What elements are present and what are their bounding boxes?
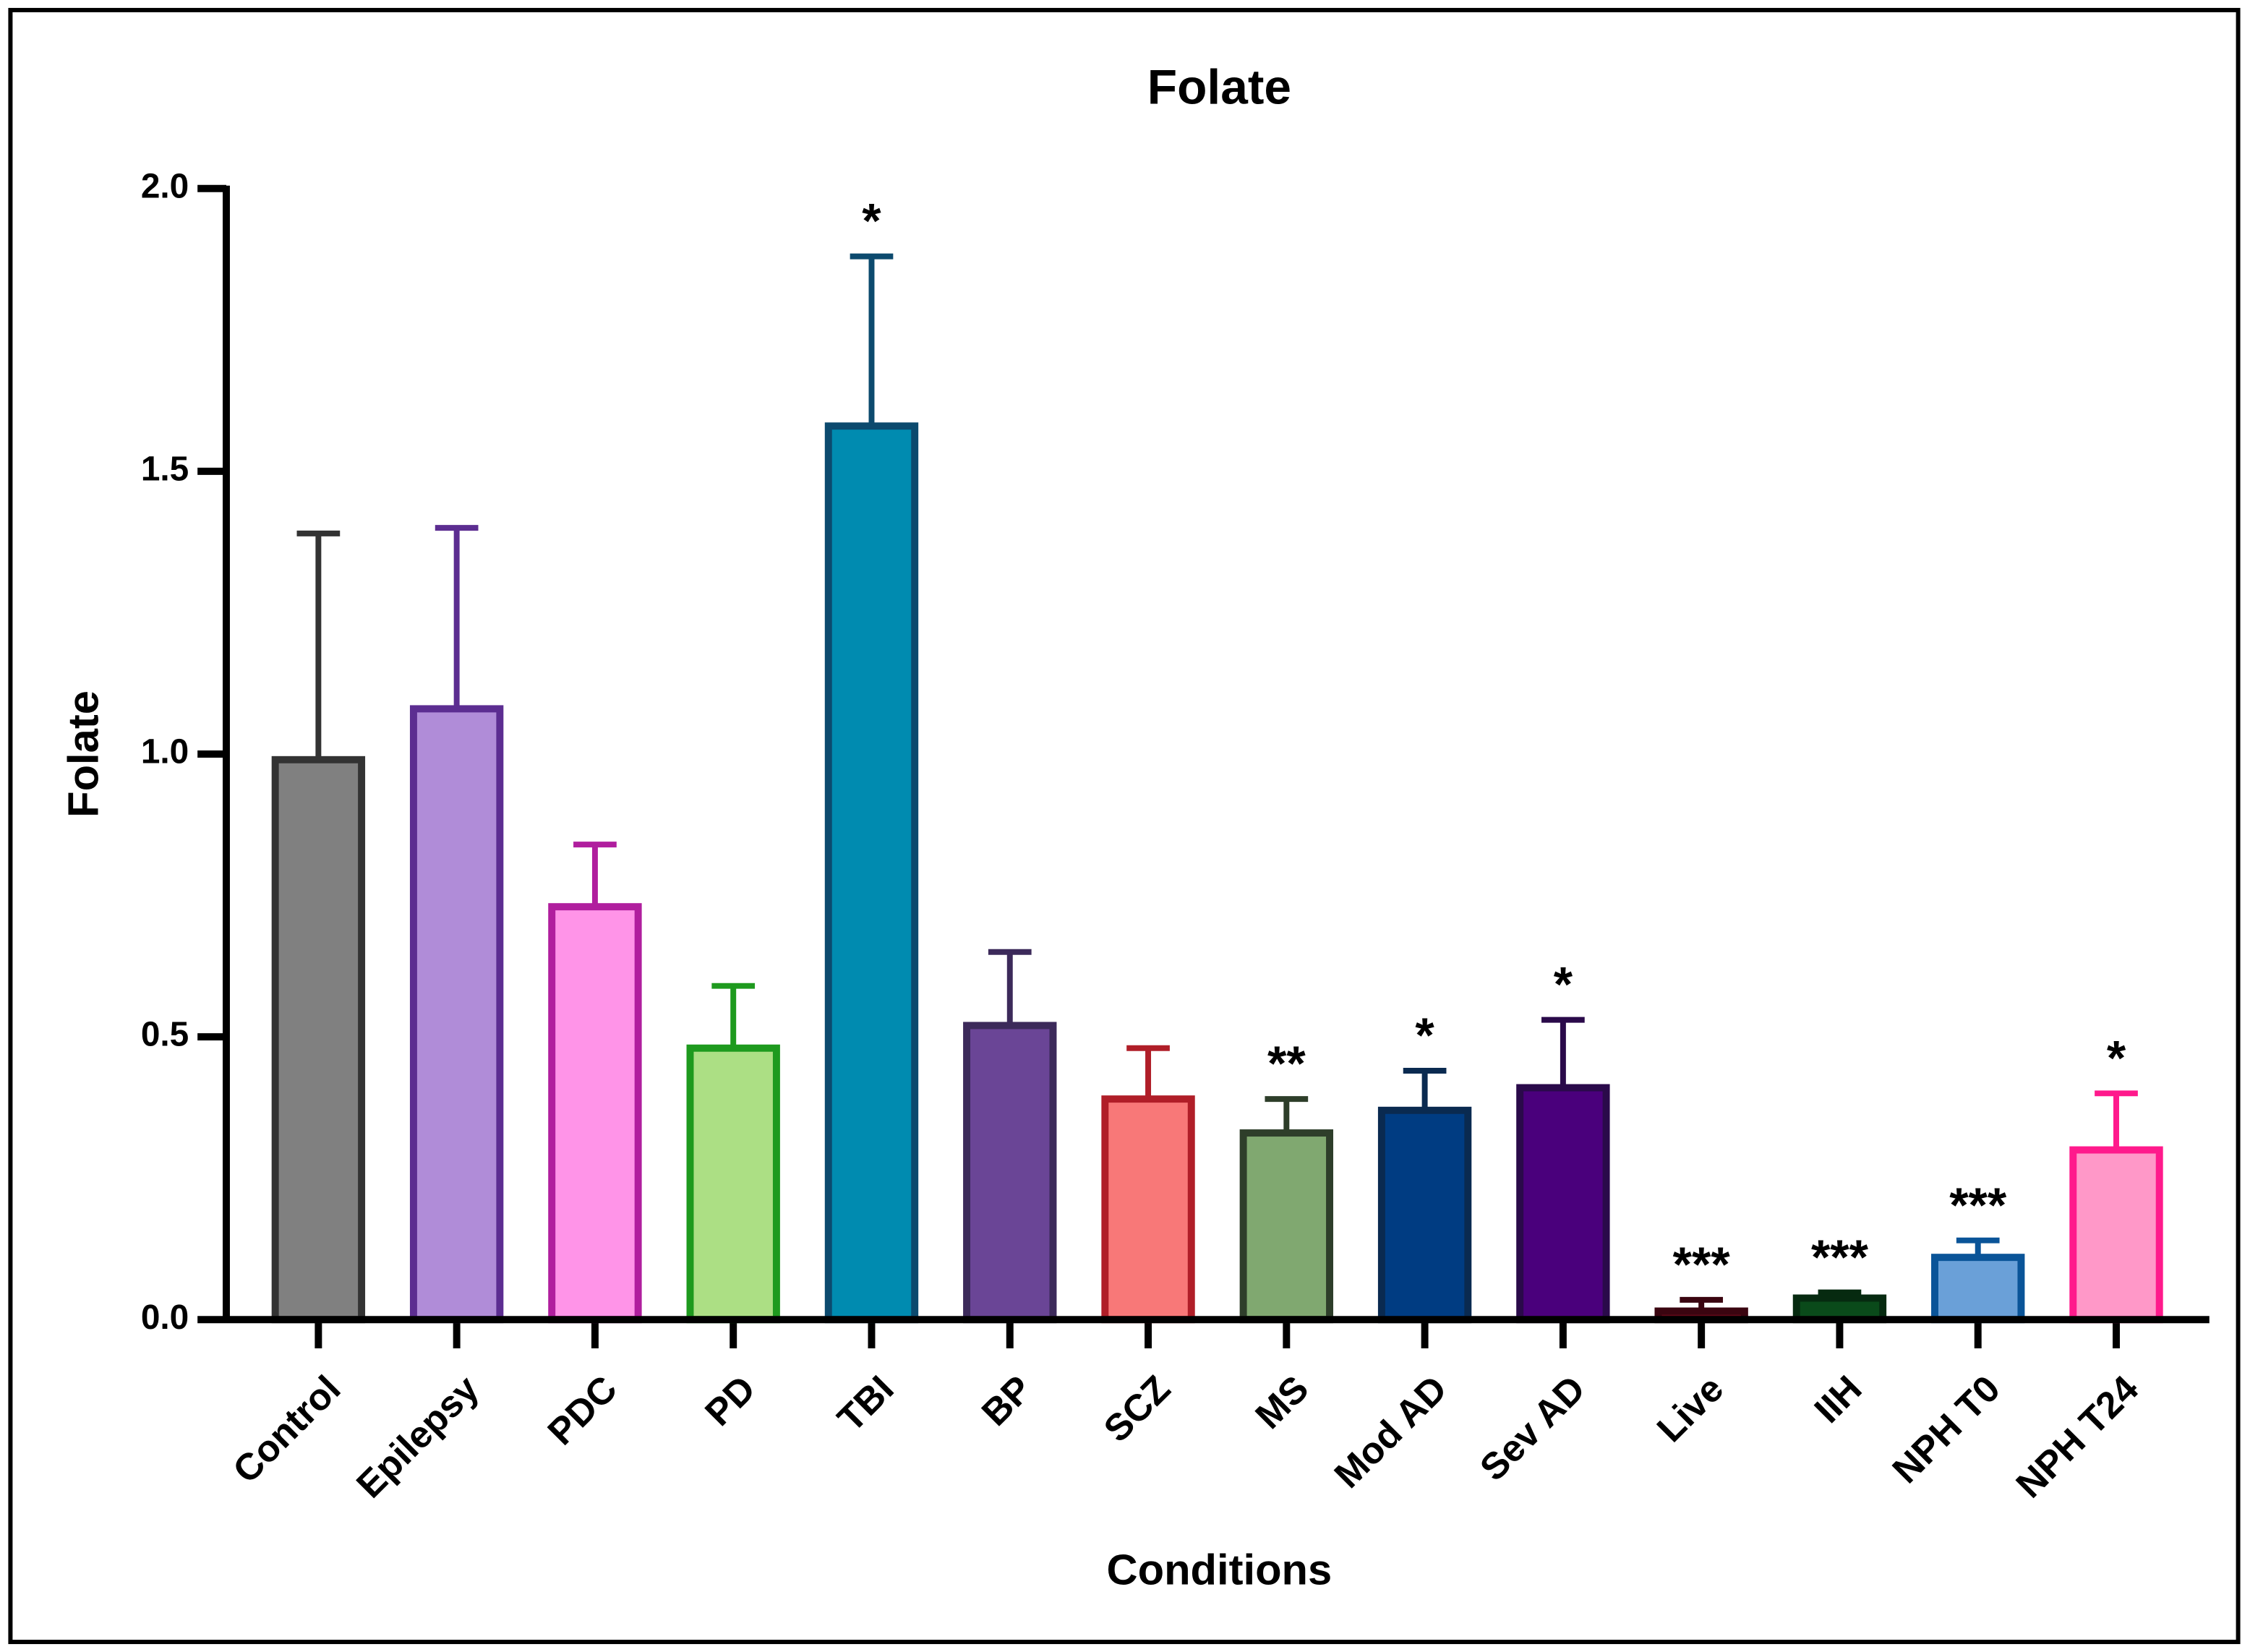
bar <box>271 756 366 1324</box>
x-tick-label: NPH T24 <box>2008 1367 2147 1506</box>
significance-label: ** <box>1267 1037 1306 1091</box>
x-tick-label: Sev AD <box>1471 1367 1593 1489</box>
bar <box>548 903 642 1324</box>
y-tick-label: 0.0 <box>141 1298 189 1337</box>
significance-label: *** <box>1811 1231 1869 1285</box>
bar <box>686 1044 780 1324</box>
x-axis-label: Conditions <box>1107 1545 1333 1593</box>
significance-label: * <box>1554 958 1573 1012</box>
x-tick-label: SCZ <box>1095 1367 1178 1450</box>
y-tick-label: 0.5 <box>141 1016 189 1054</box>
y-tick-label: 1.5 <box>141 450 189 488</box>
significance-label: *** <box>1949 1178 2007 1233</box>
y-axis-label: Folate <box>59 690 108 818</box>
bar <box>824 422 919 1324</box>
x-tick-label: PD <box>697 1367 763 1434</box>
y-tick-label: 1.0 <box>141 733 189 771</box>
x-tick-label: Epilepsy <box>348 1367 487 1506</box>
x-tick-label: Control <box>225 1367 348 1491</box>
significance-label: * <box>862 194 881 249</box>
bar <box>2069 1146 2163 1324</box>
bar <box>1101 1095 1195 1324</box>
significance-label: * <box>2107 1031 2126 1085</box>
x-tick-label: Live <box>1648 1367 1731 1450</box>
bar <box>1239 1129 1334 1324</box>
chart-title: Folate <box>1147 60 1291 114</box>
bar <box>1931 1254 2025 1324</box>
significance-label: *** <box>1673 1238 1731 1292</box>
bar <box>1377 1106 1472 1324</box>
x-tick-label: BP <box>973 1367 1040 1434</box>
bar <box>1516 1084 1610 1324</box>
x-tick-label: Mod AD <box>1326 1367 1455 1496</box>
bar <box>409 705 504 1324</box>
x-tick-label: MS <box>1247 1367 1317 1437</box>
significance-label: * <box>1415 1009 1434 1063</box>
x-tick-label: IIH <box>1806 1367 1870 1431</box>
x-tick-label: TBI <box>829 1367 902 1439</box>
x-tick-label: PDC <box>539 1367 625 1452</box>
bar <box>963 1022 1057 1324</box>
y-tick-label: 2.0 <box>141 167 189 205</box>
frame <box>8 7 2241 1645</box>
x-tick-label: NPH T0 <box>1884 1367 2008 1491</box>
